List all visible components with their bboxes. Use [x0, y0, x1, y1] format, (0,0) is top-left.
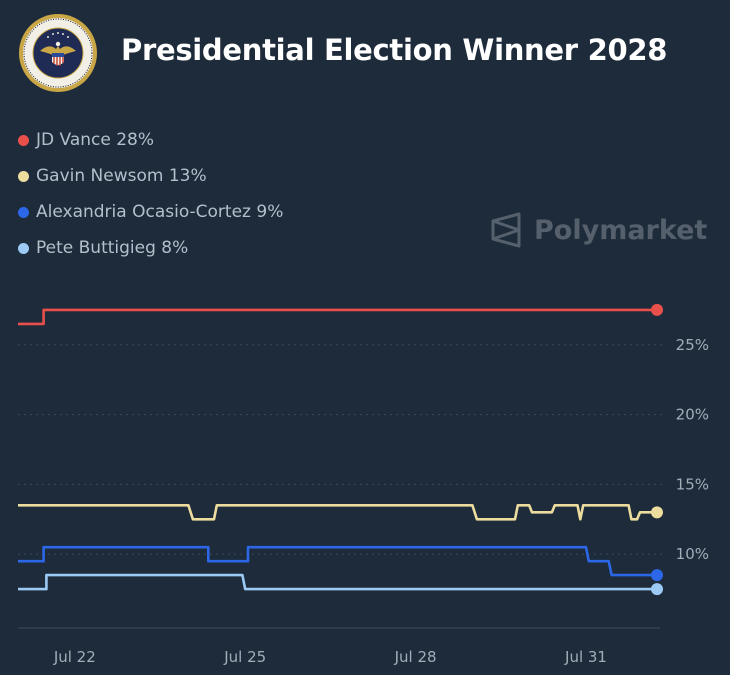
legend: JD Vance 28% Gavin Newsom 13% Alexandria…	[18, 122, 283, 266]
tick-labels: 25% 20% 15% 10% Jul 22 Jul 25 Jul 28 Jul 31	[53, 336, 709, 666]
legend-item: Pete Buttigieg 8%	[18, 230, 283, 266]
y-tick-label: 10%	[676, 545, 709, 563]
legend-item: JD Vance 28%	[18, 122, 283, 158]
series-line	[18, 573, 657, 591]
y-tick-label: 15%	[676, 475, 709, 493]
grid	[18, 344, 662, 555]
x-tick-label: Jul 31	[564, 648, 607, 666]
series-line	[18, 504, 657, 521]
legend-label: Pete Buttigieg 8%	[36, 238, 189, 258]
legend-dot-icon	[18, 242, 29, 254]
series-layer	[18, 303, 663, 596]
legend-label: Gavin Newsom 13%	[36, 166, 207, 186]
x-tick-label: Jul 25	[223, 648, 266, 666]
watermark-text: Polymarket	[534, 214, 708, 246]
series-line	[18, 545, 657, 577]
polymarket-logo-icon	[491, 212, 521, 248]
legend-dot-icon	[18, 170, 29, 182]
legend-item: Alexandria Ocasio-Cortez 9%	[18, 194, 283, 230]
series-endpoint	[651, 303, 663, 316]
series-endpoint	[651, 569, 663, 582]
legend-dot-icon	[18, 206, 29, 218]
series-line	[18, 308, 657, 326]
legend-item: Gavin Newsom 13%	[18, 158, 283, 194]
x-tick-label: Jul 22	[53, 648, 96, 666]
series-endpoint	[651, 506, 663, 519]
y-tick-label: 25%	[676, 336, 709, 354]
series-endpoint	[651, 583, 663, 596]
y-tick-label: 20%	[676, 406, 709, 424]
legend-dot-icon	[18, 134, 29, 146]
presidential-seal-logo	[19, 14, 97, 92]
polymarket-watermark: Polymarket	[490, 212, 707, 248]
x-tick-label: Jul 28	[394, 648, 437, 666]
legend-label: Alexandria Ocasio-Cortez 9%	[36, 202, 284, 222]
chart-title: Presidential Election Winner 2028	[121, 33, 668, 67]
legend-label: JD Vance 28%	[36, 130, 155, 150]
